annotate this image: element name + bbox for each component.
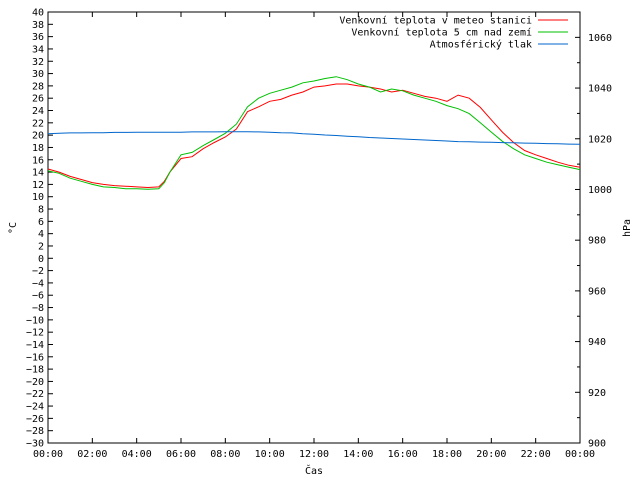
y-left-tick-label: −6 xyxy=(32,291,44,302)
y-left-tick-label: −4 xyxy=(32,278,44,289)
x-tick-label: 14:00 xyxy=(343,449,373,460)
y-left-tick-label: −30 xyxy=(26,439,44,450)
x-tick-label: 18:00 xyxy=(432,449,462,460)
y-left-tick-label: 40 xyxy=(32,8,44,19)
x-tick-label: 00:00 xyxy=(33,449,63,460)
y-axis-right: 1060 1040 1020 1000 980 960 940 920 900 xyxy=(575,11,612,450)
legend-label-1: Venkovní teplota 5 cm nad zemí xyxy=(351,27,532,39)
y-left-tick-label: −10 xyxy=(26,315,44,326)
x-tick-label: 10:00 xyxy=(255,449,285,460)
x-tick-label: 22:00 xyxy=(521,449,551,460)
y-left-tick-label: 32 xyxy=(32,57,44,68)
series-line-2 xyxy=(47,131,581,145)
series-line-1 xyxy=(47,76,581,190)
y-left-tick-label: 8 xyxy=(38,205,44,216)
y-left-tick-label: 22 xyxy=(32,118,44,129)
y-left-tick-label: −18 xyxy=(26,365,44,376)
plot-frame xyxy=(47,11,581,444)
y-left-tick-label: −14 xyxy=(26,340,44,351)
y-left-tick-label: 24 xyxy=(32,106,44,117)
y-left-tick-label: −26 xyxy=(26,414,44,425)
y-right-tick-label: 940 xyxy=(588,337,606,348)
y-left-tick-label: −16 xyxy=(26,352,44,363)
x-tick-label: 16:00 xyxy=(388,449,418,460)
legend-label-0: Venkovní teplota v meteo stanici xyxy=(339,15,532,27)
legend-label-2: Atmosférický tlak xyxy=(430,39,532,51)
y-left-tick-label: −20 xyxy=(26,377,44,388)
x-tick-label: 00:00 xyxy=(565,449,595,460)
x-tick-label: 20:00 xyxy=(476,449,506,460)
y-left-tick-label: 18 xyxy=(32,143,44,154)
y-left-tick-label: 16 xyxy=(32,155,44,166)
y-left-tick-label: 10 xyxy=(32,192,44,203)
series-lines xyxy=(47,76,581,190)
x-axis: 00:00 02:00 04:00 06:00 08:00 10:00 12:00 14:00… xyxy=(33,12,595,460)
y-left-tick-label: −24 xyxy=(26,402,44,413)
legend: Venkovní teplota v meteo staniciVenkovní… xyxy=(339,15,568,51)
y-left-tick-label: 28 xyxy=(32,81,44,92)
y-right-tick-label: 1060 xyxy=(588,33,612,44)
y-left-tick-label: −2 xyxy=(32,266,44,277)
y-left-tick-label: −28 xyxy=(26,426,44,437)
y-left-tick-label: 38 xyxy=(32,20,44,31)
y-right-tick-label: 980 xyxy=(588,236,606,247)
y-left-tick-label: −12 xyxy=(26,328,44,339)
x-tick-label: 06:00 xyxy=(166,449,196,460)
x-tick-label: 12:00 xyxy=(299,449,329,460)
series-line-0 xyxy=(47,83,581,189)
y-left-tick-label: 2 xyxy=(38,241,44,252)
x-tick-label: 04:00 xyxy=(122,449,152,460)
y-right-tick-label: 1020 xyxy=(588,134,612,145)
y-left-tick-label: 12 xyxy=(32,180,44,191)
y-right-tick-label: 920 xyxy=(588,388,606,399)
y-left-tick-label: 0 xyxy=(38,254,44,265)
y-axis-right-title: hPa xyxy=(622,219,633,237)
y-left-tick-label: −22 xyxy=(26,389,44,400)
x-tick-label: 02:00 xyxy=(77,449,107,460)
x-tick-label: 08:00 xyxy=(210,449,240,460)
y-left-tick-label: 34 xyxy=(32,44,44,55)
y-left-tick-label: −8 xyxy=(32,303,44,314)
y-left-tick-label: 6 xyxy=(38,217,44,228)
y-left-tick-label: 20 xyxy=(32,131,44,142)
x-axis-title: Čas xyxy=(305,464,323,477)
y-right-tick-label: 1040 xyxy=(588,84,612,95)
y-axis-left: 4038363432302826242220181614121086420−2−… xyxy=(26,8,53,450)
y-right-tick-label: 1000 xyxy=(588,185,612,196)
y-right-tick-label: 960 xyxy=(588,286,606,297)
y-right-tick-label: 900 xyxy=(588,439,606,450)
y-left-tick-label: 14 xyxy=(32,168,44,179)
y-left-tick-label: 4 xyxy=(38,229,44,240)
y-axis-left-title: °C xyxy=(8,222,19,234)
y-left-tick-label: 36 xyxy=(32,32,44,43)
y-left-tick-label: 30 xyxy=(32,69,44,80)
y-left-tick-label: 26 xyxy=(32,94,44,105)
